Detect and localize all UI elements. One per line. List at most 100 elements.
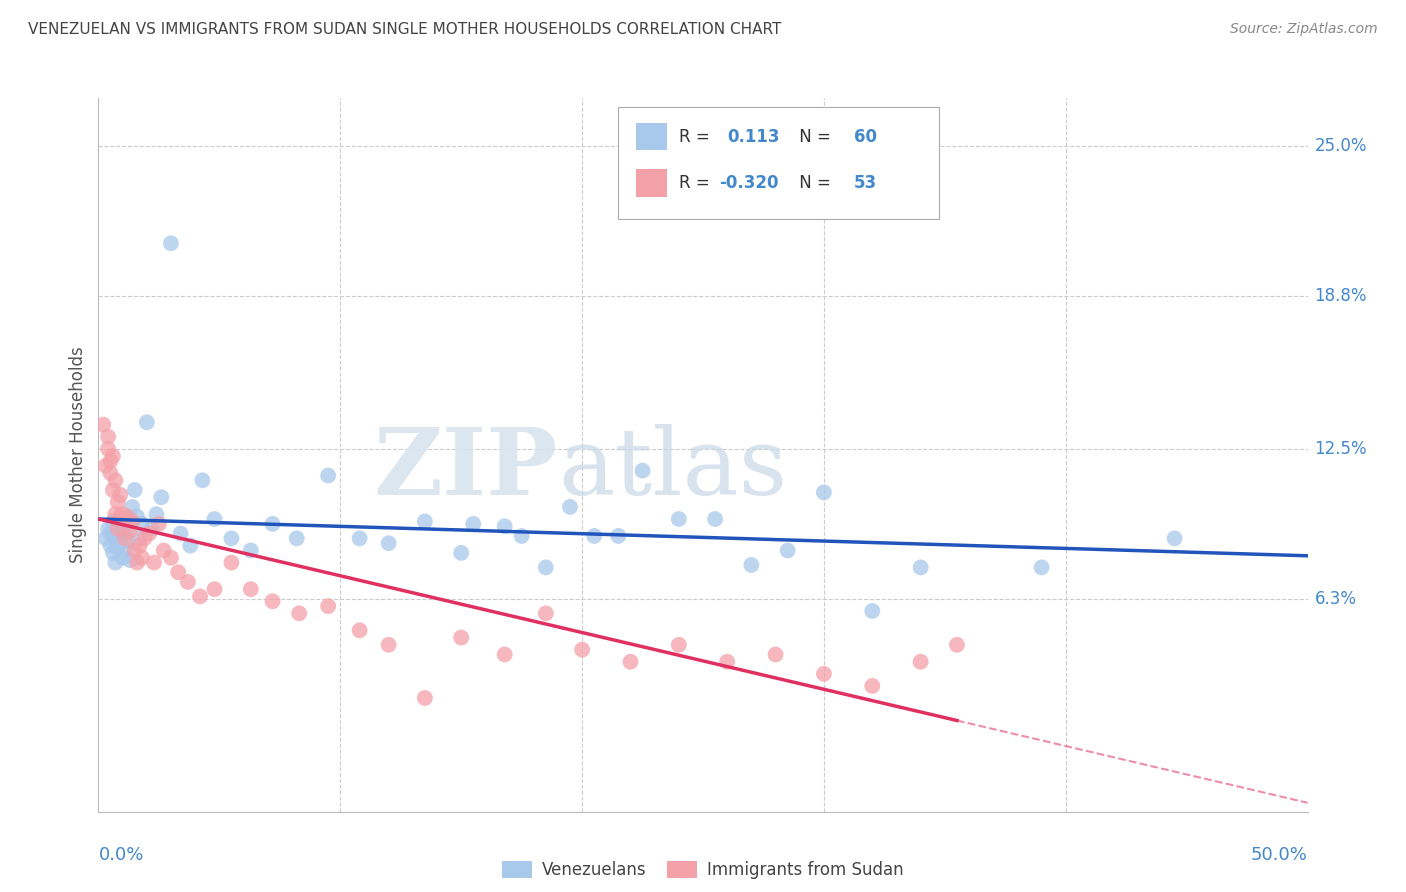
Text: -0.320: -0.320 [718, 174, 778, 192]
Point [262, 594, 284, 608]
Point [148, 516, 170, 531]
Point [100, 454, 122, 468]
Point [111, 529, 134, 543]
Point [450, 631, 472, 645]
Point [107, 522, 129, 536]
Point [631, 464, 654, 478]
Point [121, 515, 143, 529]
Point [100, 539, 122, 553]
Point [124, 483, 146, 497]
Point [118, 515, 141, 529]
Point [108, 488, 131, 502]
Point [107, 495, 129, 509]
Point [813, 485, 835, 500]
Point [145, 507, 167, 521]
Text: atlas: atlas [558, 425, 787, 514]
Point [94, 532, 117, 546]
Text: 12.5%: 12.5% [1315, 440, 1367, 458]
Point [111, 507, 134, 521]
Point [619, 655, 641, 669]
Text: VENEZUELAN VS IMMIGRANTS FROM SUDAN SINGLE MOTHER HOUSEHOLDS CORRELATION CHART: VENEZUELAN VS IMMIGRANTS FROM SUDAN SING… [28, 22, 782, 37]
Point [114, 543, 136, 558]
Point [141, 522, 163, 536]
Point [128, 532, 150, 546]
Point [285, 532, 308, 546]
Point [377, 536, 399, 550]
Point [117, 522, 139, 536]
Text: Source: ZipAtlas.com: Source: ZipAtlas.com [1230, 22, 1378, 37]
FancyBboxPatch shape [637, 123, 666, 151]
Point [97, 442, 120, 456]
Point [143, 556, 166, 570]
Point [160, 550, 183, 565]
Point [169, 526, 191, 541]
Point [494, 648, 516, 662]
Point [97, 522, 120, 536]
Point [494, 519, 516, 533]
Point [510, 529, 533, 543]
Point [131, 516, 153, 531]
Text: ZIP: ZIP [374, 425, 558, 514]
Point [204, 582, 226, 597]
Point [860, 604, 883, 618]
Text: R =: R = [679, 174, 714, 192]
Point [108, 519, 131, 533]
Point [262, 516, 284, 531]
Text: 50.0%: 50.0% [1251, 846, 1308, 863]
Point [860, 679, 883, 693]
Point [813, 666, 835, 681]
Point [765, 648, 787, 662]
Point [131, 550, 153, 565]
Point [138, 526, 160, 541]
Text: 6.3%: 6.3% [1315, 590, 1357, 607]
Point [316, 468, 339, 483]
Point [413, 515, 436, 529]
Point [188, 590, 211, 604]
Point [668, 638, 690, 652]
Point [104, 507, 127, 521]
Point [111, 550, 134, 565]
Point [177, 574, 200, 589]
Point [221, 532, 243, 546]
Point [107, 541, 129, 555]
Point [160, 236, 183, 251]
Point [607, 529, 630, 543]
Point [534, 607, 557, 621]
Text: 0.113: 0.113 [727, 128, 780, 145]
Point [101, 546, 124, 560]
FancyBboxPatch shape [619, 107, 939, 219]
Point [910, 655, 932, 669]
Point [558, 500, 581, 514]
Text: 0.0%: 0.0% [98, 846, 143, 863]
FancyBboxPatch shape [637, 169, 666, 197]
Point [104, 556, 127, 570]
Point [704, 512, 727, 526]
Point [128, 539, 150, 553]
Point [776, 543, 799, 558]
Point [94, 458, 117, 473]
Text: 53: 53 [855, 174, 877, 192]
Point [101, 515, 124, 529]
Point [114, 532, 136, 546]
Point [349, 532, 371, 546]
Text: 25.0%: 25.0% [1315, 137, 1367, 155]
Point [97, 430, 120, 444]
Point [104, 473, 127, 487]
Point [413, 691, 436, 706]
Point [134, 532, 156, 546]
Point [288, 607, 311, 621]
Point [239, 582, 262, 597]
Point [117, 509, 139, 524]
Point [716, 655, 738, 669]
Point [117, 533, 139, 548]
Point [221, 556, 243, 570]
Legend: Venezuelans, Immigrants from Sudan: Venezuelans, Immigrants from Sudan [496, 854, 910, 886]
Point [1031, 560, 1053, 574]
Point [108, 536, 131, 550]
Point [121, 500, 143, 514]
Point [118, 524, 141, 538]
Point [239, 543, 262, 558]
Text: 18.8%: 18.8% [1315, 287, 1367, 305]
Point [349, 624, 371, 638]
Text: R =: R = [679, 128, 714, 145]
